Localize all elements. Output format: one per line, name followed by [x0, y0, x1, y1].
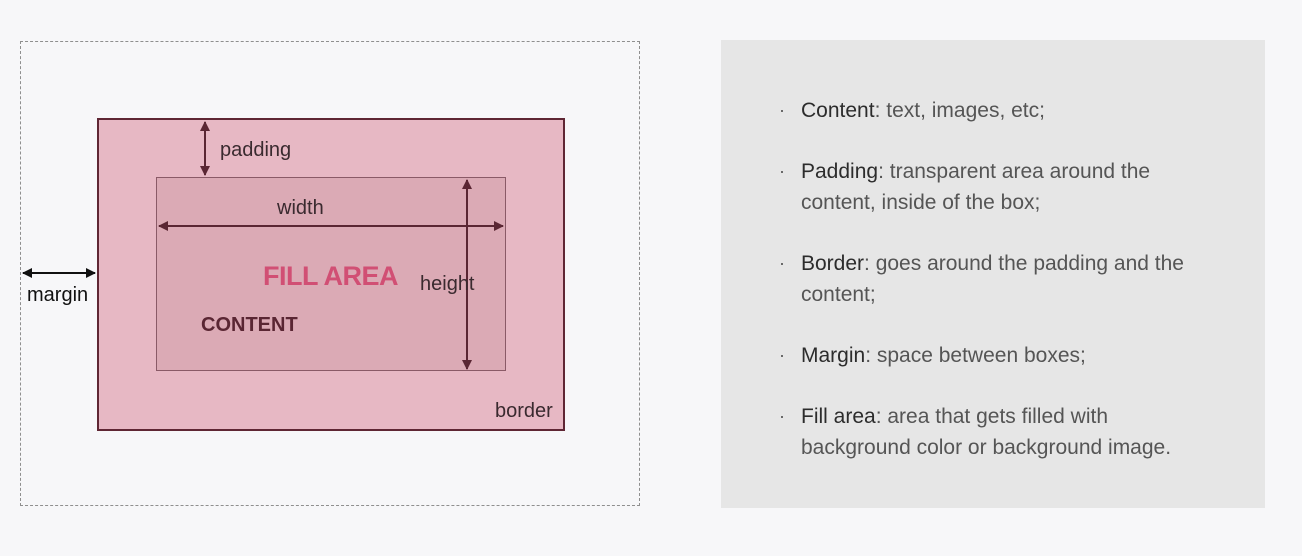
term-border: Border: [801, 252, 865, 275]
bullet-icon: ·: [779, 161, 785, 181]
list-item: · Margin: space between boxes;: [777, 340, 1207, 371]
margin-label: margin: [27, 284, 89, 306]
margin-area-outline: [20, 41, 640, 506]
definitions-panel: · Content: text, images, etc; · Padding: t…: [721, 40, 1265, 508]
height-label: height: [420, 273, 475, 295]
bullet-icon: ·: [779, 100, 785, 120]
list-item: · Content: text, images, etc;: [777, 95, 1207, 126]
definition-text: : goes around the padding and the conten…: [801, 252, 1184, 306]
definition-text: : transparent area around the content, i…: [801, 160, 1151, 214]
bullet-icon: ·: [779, 406, 785, 426]
definition-text: : space between boxes;: [865, 344, 1086, 367]
list-item: · Border: goes around the padding and the…: [777, 248, 1207, 310]
fill-area-label: FILL AREA: [263, 261, 399, 291]
term-content: Content: [801, 99, 875, 122]
list-item: · Padding: transparent area around the co…: [777, 156, 1207, 218]
term-fill-area: Fill area: [801, 405, 876, 428]
definitions-list: · Content: text, images, etc; · Padding: t…: [777, 95, 1207, 493]
bullet-icon: ·: [779, 253, 785, 273]
term-margin: Margin: [801, 344, 866, 367]
definition-text: : area that gets filled with background …: [801, 405, 1172, 459]
bullet-icon: ·: [779, 345, 785, 365]
width-label: width: [277, 197, 324, 219]
content-label: CONTENT: [201, 314, 298, 336]
content-box: [156, 177, 506, 371]
border-label: border: [495, 400, 553, 422]
definition-text: : text, images, etc;: [874, 99, 1045, 122]
list-item: · Fill area: area that gets filled with b…: [777, 401, 1207, 463]
term-padding: Padding: [801, 160, 879, 183]
padding-label: padding: [220, 139, 292, 161]
